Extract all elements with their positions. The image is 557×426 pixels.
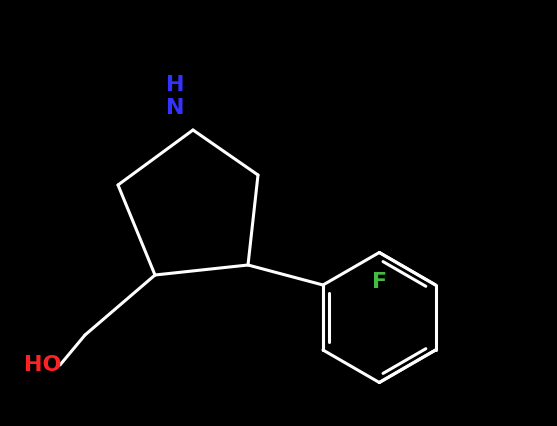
Text: N: N	[166, 98, 184, 118]
Text: HO: HO	[25, 355, 62, 375]
Text: F: F	[372, 273, 387, 293]
Text: H: H	[166, 75, 184, 95]
